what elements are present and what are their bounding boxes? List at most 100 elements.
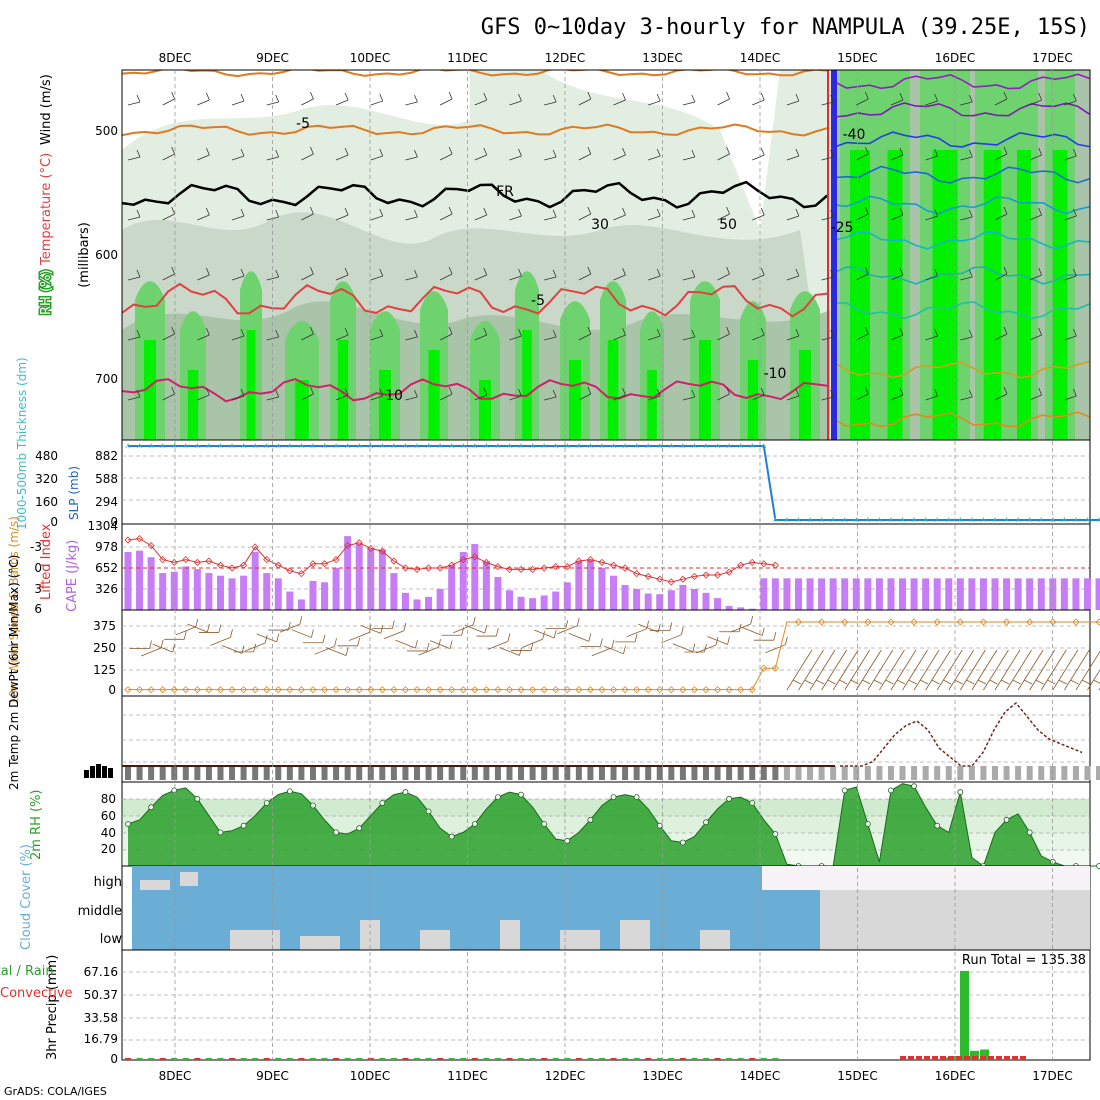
cape-bar xyxy=(309,580,317,610)
wind-barb-10m xyxy=(821,649,847,691)
wind-barb-10m xyxy=(809,649,836,691)
li-marker xyxy=(436,564,444,572)
wind-barb-10m xyxy=(1000,679,1010,685)
cape-bar xyxy=(910,578,918,610)
temp-bar xyxy=(575,766,582,780)
slp-tick-0: 882 xyxy=(95,449,118,463)
precip-bar xyxy=(275,1058,282,1060)
wind-barb xyxy=(509,208,522,221)
wind-marker xyxy=(702,686,710,694)
wind-barb-10m xyxy=(172,644,176,653)
upper-ytick-500: 500 xyxy=(95,124,118,138)
temp-bar xyxy=(552,766,559,780)
wind-marker xyxy=(841,618,849,626)
wind-barb xyxy=(717,206,730,221)
cape-bar xyxy=(147,557,155,610)
slp-marker xyxy=(518,443,524,449)
rh2m-marker xyxy=(864,821,871,827)
li-marker xyxy=(320,560,329,568)
wind-barb xyxy=(439,266,453,281)
wind-barb-10m xyxy=(959,649,986,691)
slp-marker xyxy=(611,443,616,449)
slp-marker xyxy=(195,443,200,449)
rh-tick-60: 60 xyxy=(101,809,116,823)
li-marker xyxy=(563,563,571,571)
rh2m-marker xyxy=(656,822,663,829)
precip-conv-bar xyxy=(908,1056,914,1060)
slp-marker xyxy=(437,443,443,449)
wind-barb-10m xyxy=(1006,649,1032,691)
slp-marker xyxy=(322,443,327,449)
wind-barb xyxy=(960,389,973,401)
rh-bright-core xyxy=(522,330,532,440)
cape-bar xyxy=(667,590,675,610)
lifted-index-label: Lifted Index xyxy=(39,523,54,600)
wind-barb xyxy=(648,208,661,221)
wind-barbs-upper xyxy=(127,91,1077,401)
slp-marker xyxy=(553,443,559,449)
rh2m-marker xyxy=(703,819,709,826)
li-marker xyxy=(667,578,675,586)
wind-barb xyxy=(890,267,904,281)
slp-marker xyxy=(749,443,755,449)
temp-bar xyxy=(783,766,790,780)
wind10m-label: 10m Wind Speed & Barbs (m/s) xyxy=(7,516,21,705)
wind-barb-10m xyxy=(873,679,883,685)
slp-marker xyxy=(634,443,639,449)
temp-bar xyxy=(494,766,501,780)
precip-bar xyxy=(240,1058,247,1060)
wind-barb-10m xyxy=(464,624,485,634)
wind-barb xyxy=(370,208,384,221)
rh2m-marker xyxy=(1026,829,1033,836)
wind-barb xyxy=(127,389,141,401)
cape-tick-3: 326 xyxy=(95,582,118,596)
precip-bar xyxy=(679,1058,686,1060)
slp-marker xyxy=(495,443,501,449)
wind-barb xyxy=(127,269,141,281)
wind-barb xyxy=(474,327,488,341)
wind-barb xyxy=(162,91,176,106)
upper-ytick-600: 600 xyxy=(95,248,118,262)
precip-conv-bar xyxy=(1004,1056,1010,1060)
wind-barb-10m xyxy=(349,632,370,641)
cloud-high-clear xyxy=(762,866,1090,890)
wind-barb xyxy=(717,91,730,106)
rh2m-marker xyxy=(240,822,247,829)
cape-bar xyxy=(864,578,872,610)
thick-tick-3: 0 xyxy=(50,515,58,529)
precip-bar xyxy=(263,1058,270,1060)
wind-barb xyxy=(266,389,280,401)
wind-barb xyxy=(717,386,730,401)
contour-label: 30 xyxy=(591,217,609,233)
wind-barb xyxy=(821,209,834,221)
precip-bar xyxy=(379,1058,386,1060)
cape-bar xyxy=(425,596,433,610)
precip-bar xyxy=(749,1058,756,1060)
precip-bar xyxy=(980,1049,989,1060)
wind-barb-10m xyxy=(925,649,951,691)
wind-barb-10m xyxy=(989,679,998,685)
wind-barb xyxy=(301,386,314,401)
li-marker xyxy=(448,561,456,569)
temp-bar xyxy=(853,766,860,780)
slp-marker xyxy=(125,443,131,449)
wind-barb-10m xyxy=(426,642,430,652)
wind-barb xyxy=(405,389,418,401)
wind-barb xyxy=(439,206,453,221)
wind-barb xyxy=(231,388,245,401)
cape-bar xyxy=(263,573,271,610)
wind-barb-10m xyxy=(669,622,673,631)
precip-bar xyxy=(541,1058,548,1060)
day-label-top: 15DEC xyxy=(837,51,877,65)
cape-bar xyxy=(136,550,144,610)
li-marker xyxy=(494,563,502,571)
slp-marker xyxy=(703,443,709,449)
contour-minus5 xyxy=(122,123,828,137)
slp-marker xyxy=(911,517,917,523)
rh-bright-core xyxy=(647,370,657,440)
wind-barb xyxy=(544,329,557,341)
wind-marker xyxy=(159,686,167,694)
li-marker xyxy=(193,558,201,566)
wind-barb xyxy=(925,268,939,281)
bottom-day-labels: 8DEC 9DEC 10DEC 11DEC 12DEC 13DEC 14DEC 15DEC 16… xyxy=(159,1069,1073,1083)
